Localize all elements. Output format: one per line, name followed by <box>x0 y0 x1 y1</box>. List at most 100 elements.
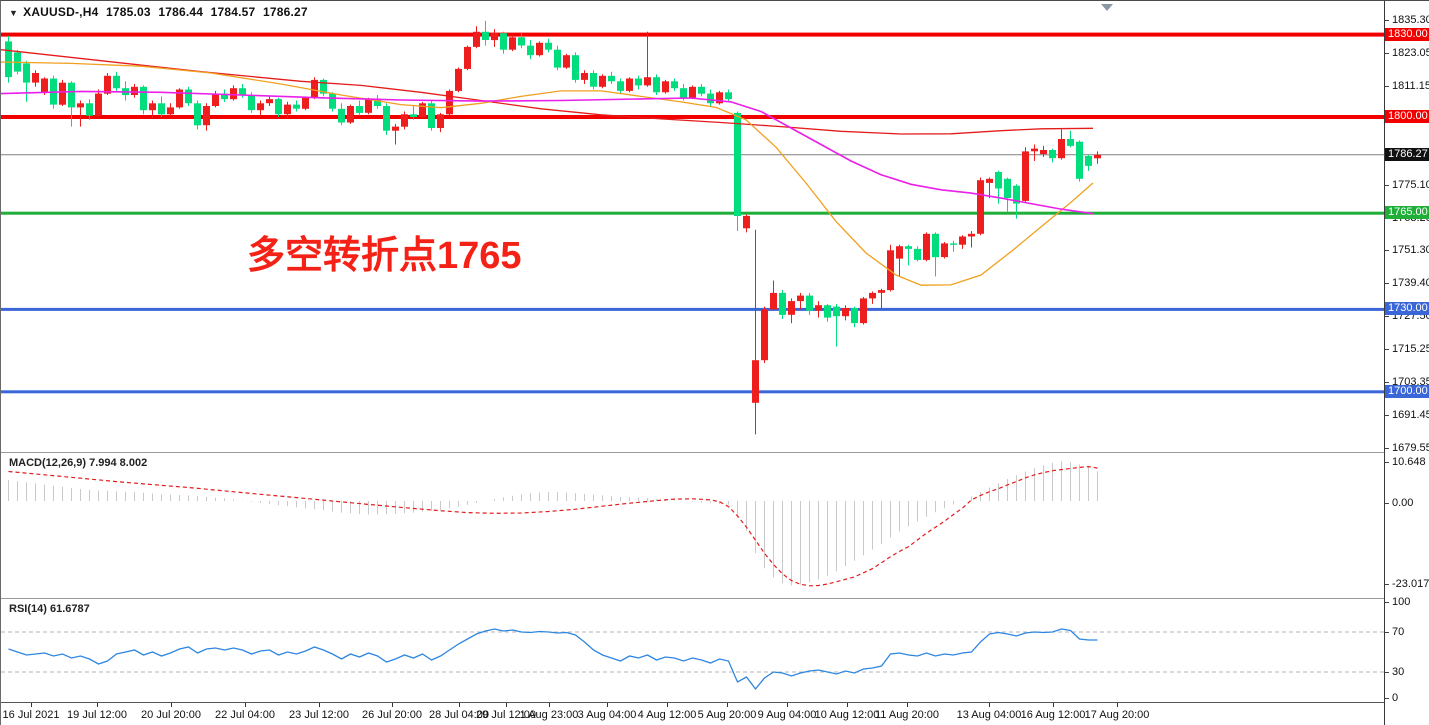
symbol-ohlc-header: ▼ XAUUSD-,H4 1785.03 1786.44 1784.57 1786… <box>9 5 312 19</box>
time-label: 1 Aug 23:00 <box>519 709 579 721</box>
price-badge: 1765.00 <box>1385 206 1429 219</box>
time-label: 10 Aug 12:00 <box>814 709 880 721</box>
scale-tick <box>1385 250 1389 251</box>
rsi-label: RSI(14) 61.6787 <box>9 603 90 615</box>
time-label: 23 Jul 12:00 <box>289 709 349 721</box>
scale-tick <box>1385 86 1389 87</box>
time-tick <box>727 703 728 707</box>
scale-tick <box>1385 462 1389 463</box>
scale-tick <box>1385 602 1389 603</box>
rsi-scale-label: 0 <box>1392 692 1399 704</box>
macd-scale-label: -23.017 <box>1392 578 1429 590</box>
time-tick <box>245 703 246 707</box>
macd-label: MACD(12,26,9) 7.994 8.002 <box>9 457 147 469</box>
panel-divider[interactable] <box>1 598 1429 599</box>
scale-tick <box>1385 632 1389 633</box>
main-price-chart[interactable] <box>1 1 1384 453</box>
price-scale-label: 1715.25 <box>1392 343 1429 355</box>
time-label: 13 Aug 04:00 <box>956 709 1022 721</box>
time-tick <box>31 703 32 707</box>
ohlc-close: 1786.27 <box>262 5 308 19</box>
time-tick <box>989 703 990 707</box>
time-label: 17 Aug 20:00 <box>1084 709 1150 721</box>
price-scale[interactable]: 1835.301823.051811.151775.101763.201751.… <box>1384 1 1429 725</box>
macd-name: MACD(12,26,9) <box>9 457 87 469</box>
panel-divider[interactable] <box>1 452 1429 453</box>
macd-indicator-chart[interactable] <box>1 453 1384 599</box>
time-tick <box>847 703 848 707</box>
rsi-line <box>8 628 1098 691</box>
scale-tick <box>1385 415 1389 416</box>
time-label: 29 Jul 12:00 <box>476 709 536 721</box>
rsi-name: RSI(14) <box>9 603 47 615</box>
rsi-value: 61.6787 <box>49 603 90 615</box>
rsi-scale-label: 100 <box>1392 596 1411 608</box>
price-badge: 1786.27 <box>1385 148 1429 161</box>
scale-tick <box>1385 185 1389 186</box>
scale-tick <box>1385 672 1389 673</box>
scale-tick <box>1385 584 1389 585</box>
price-badge: 1830.00 <box>1385 28 1429 41</box>
macd-values: 7.994 8.002 <box>89 457 148 469</box>
time-tick <box>319 703 320 707</box>
ohlc-open: 1785.03 <box>106 5 151 19</box>
scale-tick <box>1385 283 1389 284</box>
time-label: 28 Jul 04:00 <box>429 709 489 721</box>
macd-scale-label: 0.00 <box>1392 497 1414 509</box>
macd-signal-line <box>8 465 1098 587</box>
scale-tick <box>1385 20 1389 21</box>
candlestick-series <box>5 20 1101 435</box>
rsi-scale-label: 70 <box>1392 626 1405 638</box>
scale-tick <box>1385 448 1389 449</box>
rsi-scale-label: 30 <box>1392 666 1405 678</box>
horizontal-level-lines[interactable] <box>1 32 1384 394</box>
time-label: 16 Jul 2021 <box>2 709 60 721</box>
time-tick <box>907 703 908 707</box>
shift-triangle-icon[interactable] <box>1101 4 1113 11</box>
time-label: 16 Aug 12:00 <box>1020 709 1086 721</box>
price-scale-label: 1691.45 <box>1392 409 1429 421</box>
trend-annotation-text: 多空转折点1765 <box>247 235 522 277</box>
price-badge: 1730.00 <box>1385 302 1429 315</box>
ma-slow-magenta <box>1 90 1094 215</box>
time-tick <box>97 703 98 707</box>
price-badge: 1700.00 <box>1385 385 1429 398</box>
time-axis[interactable]: 16 Jul 2021 19 Jul 12:00 20 Jul 20:00 22 Ju… <box>1 702 1429 725</box>
time-tick <box>459 703 460 707</box>
scale-tick <box>1385 698 1389 699</box>
time-label: 5 Aug 20:00 <box>697 709 757 721</box>
time-tick <box>506 703 507 707</box>
price-scale-label: 1775.10 <box>1392 179 1429 191</box>
price-scale-label: 1739.40 <box>1392 277 1429 289</box>
time-label: 26 Jul 20:00 <box>362 709 422 721</box>
time-tick <box>787 703 788 707</box>
time-tick <box>392 703 393 707</box>
price-scale-label: 1751.30 <box>1392 244 1429 256</box>
scale-tick <box>1385 382 1389 383</box>
macd-histogram <box>8 461 1098 586</box>
time-tick <box>549 703 550 707</box>
ma-long-red <box>1 49 1094 135</box>
time-label: 9 Aug 04:00 <box>757 709 817 721</box>
price-scale-label: 1679.55 <box>1392 442 1429 454</box>
scale-tick <box>1385 316 1389 317</box>
scale-tick <box>1385 503 1389 504</box>
time-label: 4 Aug 12:00 <box>637 709 697 721</box>
ohlc-high: 1786.44 <box>158 5 204 19</box>
symbol-period-label: XAUUSD-,H4 <box>23 5 99 19</box>
price-scale-label: 1811.15 <box>1392 80 1429 92</box>
time-label: 19 Jul 12:00 <box>67 709 127 721</box>
price-scale-label: 1835.30 <box>1392 14 1429 26</box>
time-tick <box>171 703 172 707</box>
rsi-indicator-chart[interactable] <box>1 599 1384 702</box>
chart-dropdown-arrow-icon[interactable]: ▼ <box>9 8 19 18</box>
scale-tick <box>1385 53 1389 54</box>
macd-scale-label: 10.648 <box>1392 456 1426 468</box>
time-label: 22 Jul 04:00 <box>215 709 275 721</box>
time-label: 20 Jul 20:00 <box>141 709 201 721</box>
time-label: 3 Aug 04:00 <box>577 709 637 721</box>
price-scale-label: 1823.05 <box>1392 47 1429 59</box>
ohlc-low: 1784.57 <box>210 5 256 19</box>
time-tick <box>667 703 668 707</box>
